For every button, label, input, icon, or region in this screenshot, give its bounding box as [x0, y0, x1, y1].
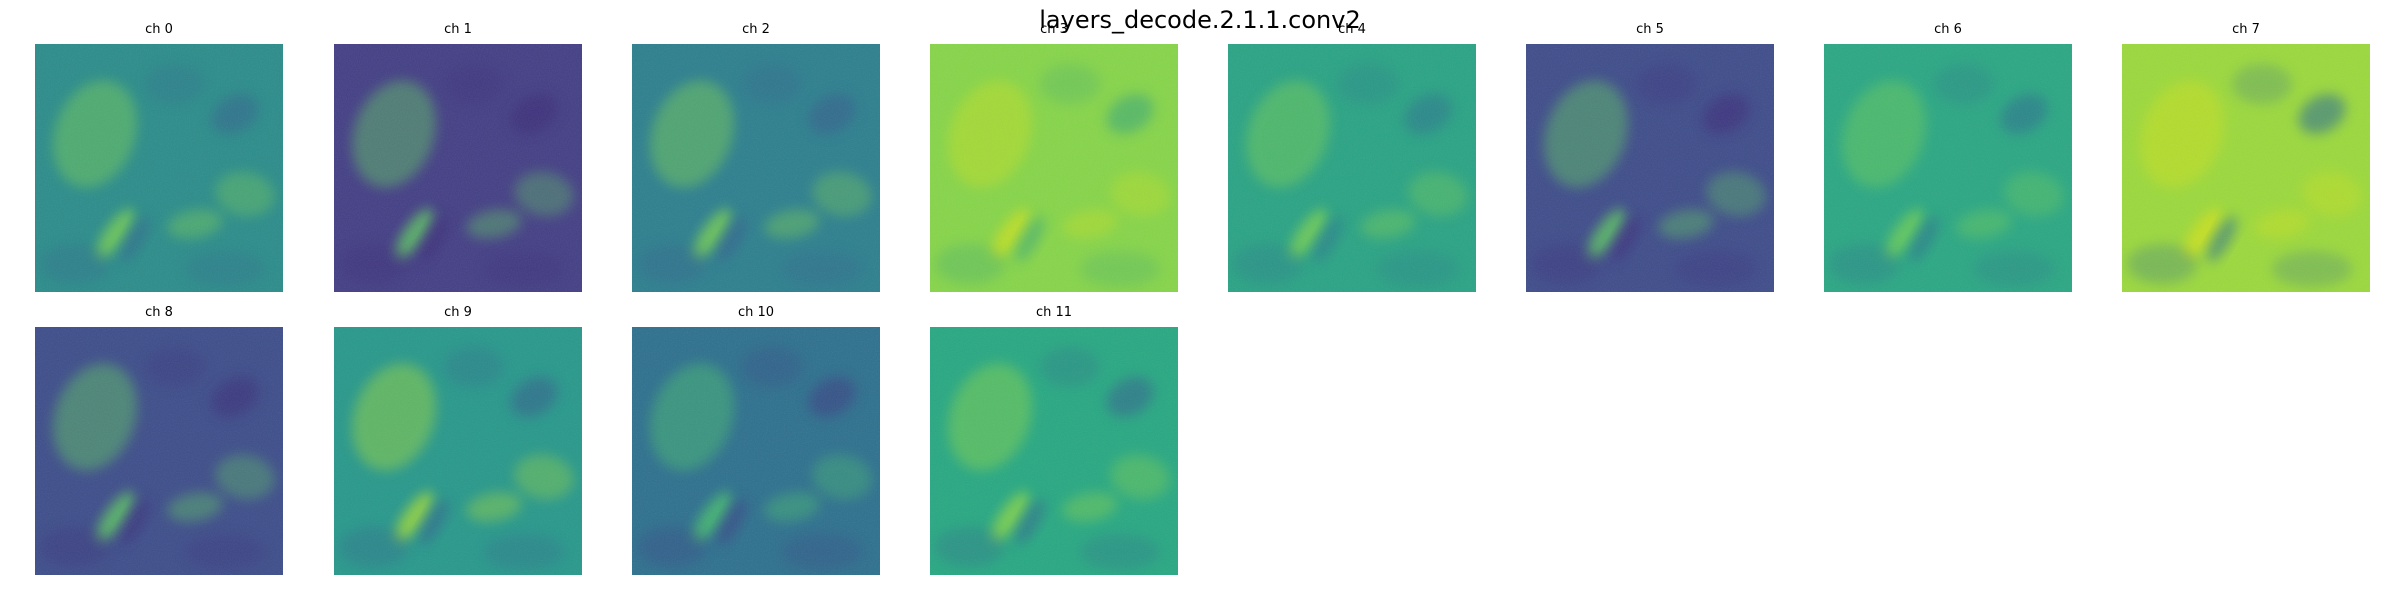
feature-map-heatmap: [1824, 44, 2072, 292]
channel-title: ch 4: [1338, 22, 1366, 37]
feature-map-image: [930, 327, 1178, 575]
channel-title: ch 8: [145, 305, 173, 320]
channel-title: ch 3: [1040, 22, 1068, 37]
feature-map-image: [1526, 44, 1774, 292]
channel-title: ch 10: [737, 305, 775, 320]
feature-map-heatmap: [930, 327, 1178, 575]
feature-map-image: [334, 44, 582, 292]
feature-map-heatmap: [632, 327, 880, 575]
feature-map-heatmap: [632, 44, 880, 292]
feature-map-image: [334, 327, 582, 575]
feature-map-image: [35, 44, 283, 292]
feature-map-heatmap: [35, 327, 283, 575]
feature-map-heatmap: [1228, 44, 1476, 292]
channel-title: ch 9: [444, 305, 472, 320]
feature-map-heatmap: [2122, 44, 2370, 292]
channel-title: ch 6: [1934, 22, 1962, 37]
channel-title: ch 5: [1636, 22, 1664, 37]
feature-map-image: [35, 327, 283, 575]
channel-title: ch 0: [145, 22, 173, 37]
feature-map-heatmap: [334, 44, 582, 292]
channel-title: ch 2: [742, 22, 770, 37]
feature-map-heatmap: [35, 44, 283, 292]
feature-map-image: [2122, 44, 2370, 292]
channel-title: ch 1: [444, 22, 472, 37]
feature-map-image: [1228, 44, 1476, 292]
channel-title: ch 11: [1035, 305, 1073, 320]
feature-map-image: [632, 44, 880, 292]
figure-title: layers_decode.2.1.1.conv2: [1039, 6, 1361, 34]
feature-map-heatmap: [334, 327, 582, 575]
feature-map-heatmap: [1526, 44, 1774, 292]
feature-map-image: [1824, 44, 2072, 292]
channel-title: ch 7: [2232, 22, 2260, 37]
feature-map-image: [632, 327, 880, 575]
feature-map-image: [930, 44, 1178, 292]
feature-map-heatmap: [930, 44, 1178, 292]
